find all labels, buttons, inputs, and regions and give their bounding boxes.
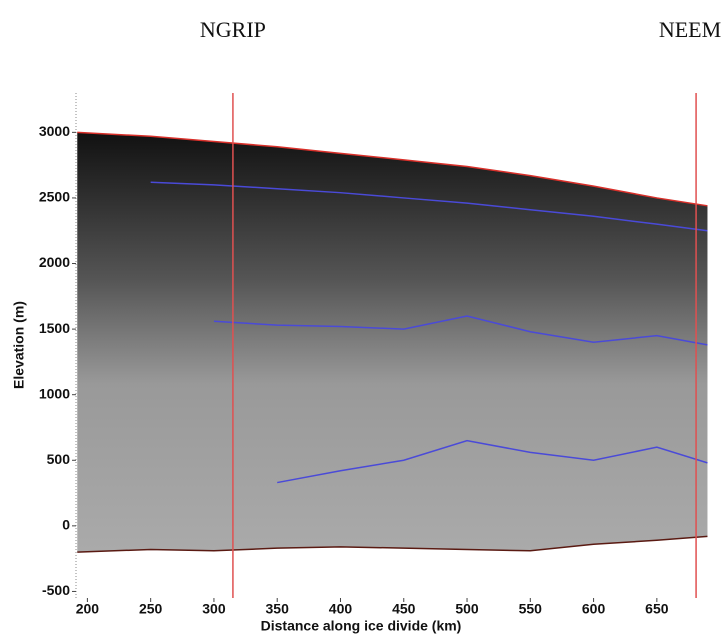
y-tick-label: 1000 — [39, 385, 70, 401]
y-axis-label: Elevation (m) — [11, 301, 27, 389]
series-line — [277, 439, 708, 484]
x-tick-label: 500 — [455, 601, 479, 617]
site-label: NEEM — [659, 17, 721, 42]
x-tick-label: 250 — [139, 601, 163, 617]
x-tick-label: 300 — [202, 601, 226, 617]
x-tick-label: 450 — [392, 601, 416, 617]
series-line — [77, 131, 708, 207]
series-line — [213, 315, 708, 346]
x-tick-label: 600 — [582, 601, 606, 617]
series-line — [150, 181, 708, 232]
y-tick-label: 0 — [62, 517, 70, 533]
y-tick-label: 500 — [47, 451, 71, 467]
y-tick-label: 1500 — [39, 320, 70, 336]
x-tick-label: 650 — [645, 601, 669, 617]
echogram — [77, 132, 708, 553]
site-label: NGRIP — [200, 17, 266, 42]
series-line — [77, 535, 708, 553]
x-axis-label: Distance along ice divide (km) — [261, 618, 462, 634]
x-tick-label: 350 — [266, 601, 290, 617]
x-tick-label: 200 — [76, 601, 100, 617]
x-tick-label: 400 — [329, 601, 353, 617]
x-tick-label: 550 — [519, 601, 543, 617]
y-tick-label: 3000 — [39, 123, 70, 139]
y-tick-label: -500 — [42, 582, 70, 598]
y-tick-label: 2500 — [39, 189, 70, 205]
y-tick-label: 2000 — [39, 254, 70, 270]
